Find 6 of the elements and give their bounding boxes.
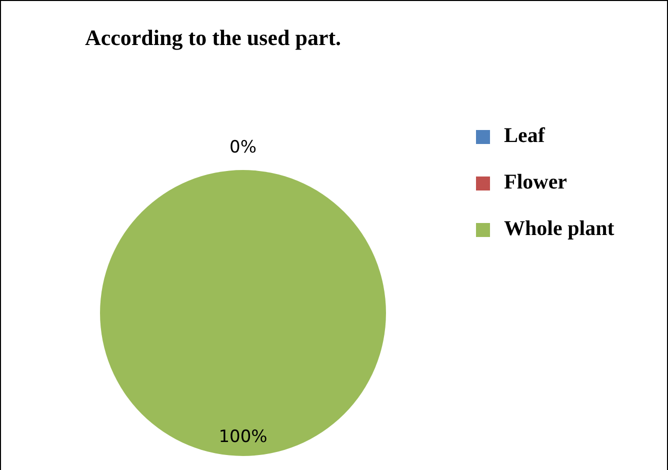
- legend-label: Flower: [504, 169, 567, 194]
- text: 0%: [230, 138, 256, 158]
- legend-label: Whole plant: [504, 216, 614, 240]
- data-label: 100%: [218, 427, 268, 448]
- legend-label: Leaf: [504, 122, 546, 147]
- chart-title: According to the used part.: [85, 25, 342, 50]
